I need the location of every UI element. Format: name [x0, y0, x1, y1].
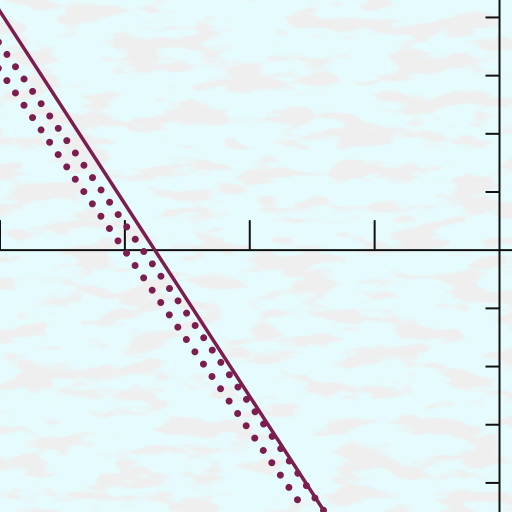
series-line-2 — [0, 38, 329, 512]
series-line-1 — [0, 8, 327, 512]
series-group — [0, 8, 329, 512]
series-line-3 — [0, 64, 310, 512]
